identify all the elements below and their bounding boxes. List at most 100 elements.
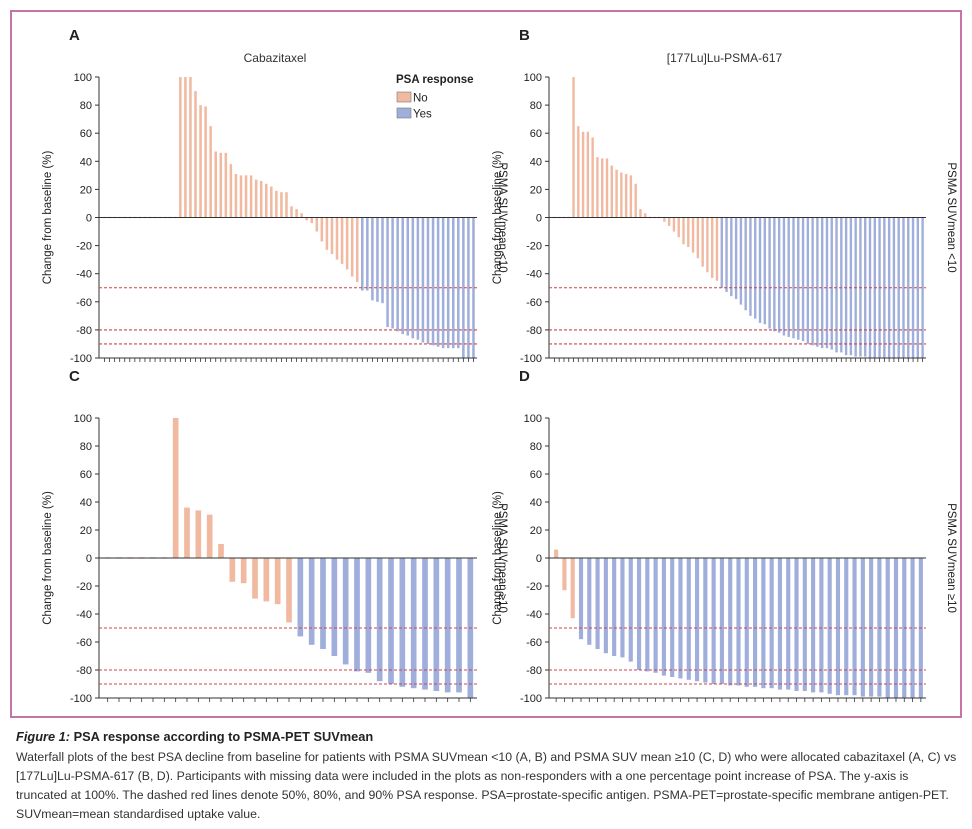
panel-a: A Cabazitaxel 100 80 60 40 20 0 -20 -40 -60 -80 -100… <box>42 27 508 365</box>
y-tick-label: -80 <box>526 325 542 337</box>
bar-yes <box>628 558 633 662</box>
y-tick-label: -80 <box>76 325 92 337</box>
y-tick-label: 60 <box>80 128 92 140</box>
y-tick-label: -60 <box>76 297 92 309</box>
y-tick-label: 20 <box>530 184 542 196</box>
bar-yes <box>761 558 766 689</box>
bar-yes <box>422 558 428 690</box>
panel-subtitle-b: [177Lu]Lu-PSMA-617 <box>667 51 783 65</box>
bar-yes <box>852 558 857 696</box>
bar-yes <box>446 217 450 349</box>
panel-letter-c: C <box>69 368 80 385</box>
panel-letter-b: B <box>519 27 530 44</box>
panel-c: C 100 80 60 40 20 0 -20 -40 -60 -80 -100 Change from… <box>42 368 508 705</box>
bar-yes <box>720 217 723 288</box>
y-tick-label: 40 <box>80 156 92 168</box>
y-tick-label: -40 <box>76 269 92 281</box>
y-tick-label: -60 <box>76 637 92 649</box>
bar-no <box>244 175 248 218</box>
bar-yes <box>844 558 849 696</box>
caption-title: Figure 1: PSA response according to PSMA… <box>16 727 962 746</box>
bar-yes <box>406 217 410 336</box>
bar-no <box>340 217 344 264</box>
bar-no <box>224 152 228 218</box>
bar-yes <box>421 217 425 343</box>
bar-yes <box>703 558 708 683</box>
bar-yes <box>907 217 910 358</box>
bar-yes <box>467 217 470 358</box>
bar-no <box>206 514 213 558</box>
bar-yes <box>730 217 733 297</box>
bar-yes <box>806 217 810 344</box>
legend-swatch-yes <box>396 107 412 119</box>
y-tick-label: 0 <box>86 553 92 565</box>
bar-yes <box>457 217 460 349</box>
y-tick-label: -40 <box>76 609 92 621</box>
waterfall-figure: A Cabazitaxel 100 80 60 40 20 0 -20 -40 -60 -80 -100… <box>42 27 957 705</box>
bar-yes <box>386 217 389 328</box>
bar-no <box>195 510 202 558</box>
bar-no <box>214 151 217 218</box>
bar-no <box>677 217 680 238</box>
bar-no <box>330 217 334 255</box>
bar-yes <box>444 558 451 693</box>
y-tick-label: 100 <box>524 72 542 84</box>
bar-yes <box>827 558 832 694</box>
bar-yes <box>744 217 747 311</box>
bar-no <box>199 105 202 218</box>
bar-no <box>711 217 714 278</box>
bar-yes <box>636 558 642 670</box>
bar-yes <box>777 217 781 333</box>
bar-yes <box>835 558 841 696</box>
bar-yes <box>661 558 666 676</box>
bar-yes <box>365 558 372 673</box>
bar-no <box>581 131 585 218</box>
caption-text: Waterfall plots of the best PSA decline … <box>16 750 957 821</box>
bar-yes <box>911 217 915 358</box>
bar-no <box>715 217 719 281</box>
bar-yes <box>773 217 776 332</box>
bar-yes <box>381 217 384 304</box>
bar-yes <box>830 217 833 350</box>
bar-yes <box>388 558 394 684</box>
bar-yes <box>825 217 829 349</box>
bar-yes <box>758 217 762 323</box>
bar-no <box>234 173 238 218</box>
bar-yes <box>902 217 905 358</box>
bar-yes <box>431 217 435 346</box>
y-tick-label: 0 <box>536 553 542 565</box>
y-axis-label: Change from baseline (%) <box>492 151 504 285</box>
bar-yes <box>844 217 848 356</box>
bar-no <box>172 418 179 558</box>
bar-yes <box>719 558 724 684</box>
bar-no <box>184 77 187 218</box>
bar-yes <box>782 217 786 336</box>
bar-yes <box>320 558 326 649</box>
side-label: PSMA SUVmean <10 <box>945 162 957 272</box>
bar-no <box>682 217 685 245</box>
bar-yes <box>645 558 650 672</box>
bar-no <box>259 180 263 218</box>
bar-yes <box>792 217 795 339</box>
bar-yes <box>921 217 924 358</box>
bar-no <box>620 172 623 218</box>
bar-yes <box>396 217 399 332</box>
y-tick-label: 40 <box>80 497 92 509</box>
bar-yes <box>603 558 608 654</box>
bar-no <box>591 137 594 218</box>
y-tick-label: 60 <box>530 469 542 481</box>
bar-no <box>305 217 308 221</box>
bar-no <box>254 179 258 218</box>
bar-no <box>667 217 671 226</box>
bar-yes <box>794 558 799 691</box>
bar-no <box>218 544 224 558</box>
bar-no <box>570 558 575 619</box>
bar-yes <box>371 217 374 301</box>
bar-yes <box>587 558 592 645</box>
panel-letter-d: D <box>519 368 530 385</box>
bar-yes <box>456 558 462 693</box>
bar-no <box>229 558 236 582</box>
bar-yes <box>331 558 338 656</box>
bar-yes <box>753 558 758 687</box>
bar-yes <box>612 558 617 656</box>
